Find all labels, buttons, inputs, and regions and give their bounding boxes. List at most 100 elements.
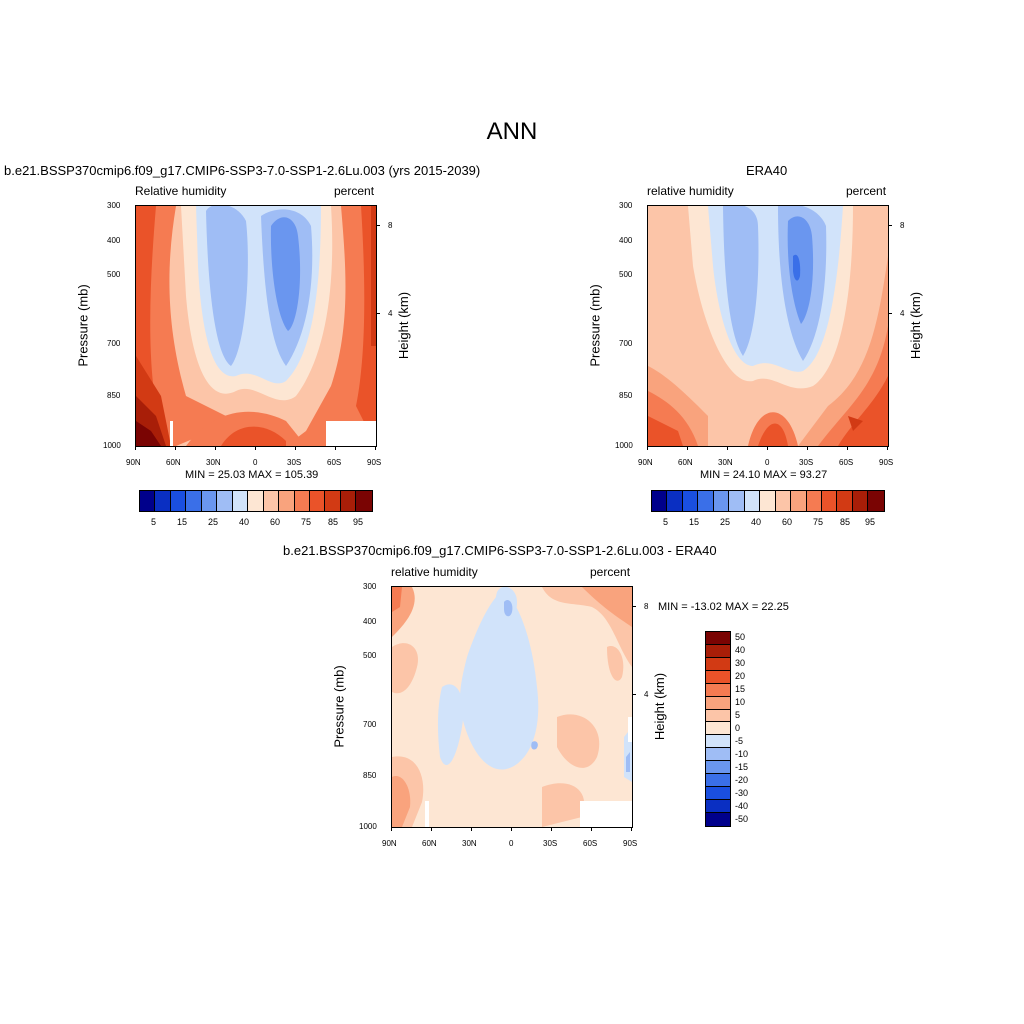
- colorbar-swatch: [729, 491, 745, 511]
- colorbar-swatch: [263, 491, 280, 511]
- colorbar-swatch: [713, 491, 730, 511]
- colorbar-swatch: [325, 491, 341, 511]
- model-cb-label: 40: [239, 517, 250, 527]
- obs-cb-label: 25: [720, 517, 731, 527]
- colorbar-swatch: [652, 491, 668, 511]
- colorbar-swatch: [279, 491, 295, 511]
- diff-cb-label: -30: [735, 787, 749, 798]
- model-cb-label: 15: [177, 517, 188, 527]
- diff-xtick-90N: 90N: [382, 839, 397, 848]
- colorbar-swatch: [706, 799, 730, 813]
- diff-xtick-60N: 60N: [422, 839, 437, 848]
- diff-cb-label: 5: [735, 710, 741, 721]
- colorbar-swatch: [248, 491, 264, 511]
- diff-cb-label: 0: [735, 723, 741, 733]
- x-tickmark: [431, 827, 432, 831]
- diff-ylabel-right: Height (km): [652, 672, 668, 741]
- x-tickmark: [887, 446, 888, 450]
- obs-cb-label: 85: [840, 517, 851, 527]
- diff-cb-label: -40: [735, 800, 749, 811]
- obs-xtick-60N: 60N: [678, 458, 693, 467]
- model-colorbar-labels: 5 15 25 40 60 75 85 95: [139, 517, 371, 529]
- model-xtick-30N: 30N: [206, 458, 221, 467]
- model-colorbar: [139, 490, 373, 512]
- colorbar-swatch: [706, 670, 730, 684]
- x-tickmark: [847, 446, 848, 450]
- model-ytick-label-850: 850: [107, 391, 121, 400]
- obs-cb-label: 5: [663, 517, 669, 527]
- model-cb-label: 75: [301, 517, 312, 527]
- x-tickmark: [727, 446, 728, 450]
- model-xtick-60S: 60S: [327, 458, 342, 467]
- obs-colorbar-labels: 5 15 25 40 60 75 85 95: [651, 517, 883, 529]
- diff-contour-svg: [392, 587, 632, 827]
- diff-cb-label: -10: [735, 748, 749, 759]
- colorbar-swatch: [294, 491, 310, 511]
- colorbar-swatch: [232, 491, 249, 511]
- diff-ytick-label-700: 700: [363, 720, 377, 729]
- colorbar-swatch: [682, 491, 699, 511]
- diff-contour-plot: [391, 586, 633, 828]
- model-height-tickmark-4: [376, 313, 380, 314]
- obs-ytick-label-1000: 1000: [615, 441, 633, 450]
- colorbar-swatch: [791, 491, 807, 511]
- x-tickmark: [551, 827, 552, 831]
- colorbar-swatch: [706, 774, 730, 788]
- model-variable-label: Relative humidity: [135, 184, 227, 198]
- model-units-label: percent: [334, 184, 375, 198]
- model-cb-label: 95: [353, 517, 364, 527]
- obs-panel-header: ERA40: [746, 163, 788, 178]
- colorbar-swatch: [706, 632, 730, 645]
- model-ytick-label-300: 300: [107, 201, 121, 210]
- x-tickmark: [767, 446, 768, 450]
- model-minmax: MIN = 25.03 MAX = 105.39: [185, 469, 319, 481]
- colorbar-swatch: [309, 491, 326, 511]
- x-tickmark: [255, 446, 256, 450]
- colorbar-swatch: [706, 644, 730, 658]
- model-contour-svg: [136, 206, 376, 446]
- x-tickmark: [391, 827, 392, 831]
- obs-contour-plot: [647, 205, 889, 447]
- colorbar-swatch: [170, 491, 187, 511]
- diff-ytick-label-850: 850: [363, 771, 377, 780]
- colorbar-swatch: [821, 491, 838, 511]
- diff-panel-header: b.e21.BSSP370cmip6.f09_g17.CMIP6-SSP3-7.…: [283, 543, 717, 558]
- diff-minmax: MIN = -13.02 MAX = 22.25: [658, 601, 789, 613]
- colorbar-swatch: [706, 722, 730, 736]
- obs-minmax: MIN = 24.10 MAX = 93.27: [700, 469, 828, 481]
- obs-xtick-60S: 60S: [839, 458, 854, 467]
- obs-ylabel: Pressure (mb): [587, 284, 603, 367]
- colorbar-swatch: [852, 491, 869, 511]
- obs-cb-label: 40: [751, 517, 762, 527]
- diff-height-tickmark-8: [632, 606, 636, 607]
- x-tickmark: [375, 446, 376, 450]
- colorbar-swatch: [706, 735, 730, 749]
- diff-height-tick-8: 8: [644, 602, 649, 611]
- model-ytick-label-400: 400: [107, 236, 121, 245]
- obs-xtick-0: 0: [765, 458, 770, 467]
- x-tickmark: [591, 827, 592, 831]
- model-xtick-30S: 30S: [287, 458, 302, 467]
- diff-cb-label: -50: [735, 813, 749, 824]
- model-height-tick-4: 4: [388, 309, 393, 318]
- obs-ytick-label-700: 700: [619, 339, 633, 348]
- obs-ylabel-right: Height (km): [908, 291, 924, 360]
- x-tickmark: [687, 446, 688, 450]
- colorbar-swatch: [775, 491, 792, 511]
- obs-height-tick-4: 4: [900, 309, 905, 318]
- x-tickmark: [295, 446, 296, 450]
- x-tickmark: [335, 446, 336, 450]
- diff-ylabel: Pressure (mb): [331, 665, 347, 748]
- obs-xtick-90S: 90S: [879, 458, 894, 467]
- diff-xtick-0: 0: [509, 839, 514, 848]
- x-tickmark: [807, 446, 808, 450]
- diff-ytick-label-500: 500: [363, 651, 377, 660]
- colorbar-swatch: [706, 696, 730, 710]
- diff-cb-label: -5: [735, 735, 744, 746]
- colorbar-swatch: [837, 491, 853, 511]
- obs-xtick-30N: 30N: [718, 458, 733, 467]
- obs-xtick-30S: 30S: [799, 458, 814, 467]
- diff-colorbar-labels: 50 40 30 20 15 10 5 0 -5 -10 -15 -20 -30 -40 -50: [735, 631, 775, 825]
- obs-colorbar: [651, 490, 885, 512]
- colorbar-swatch: [201, 491, 218, 511]
